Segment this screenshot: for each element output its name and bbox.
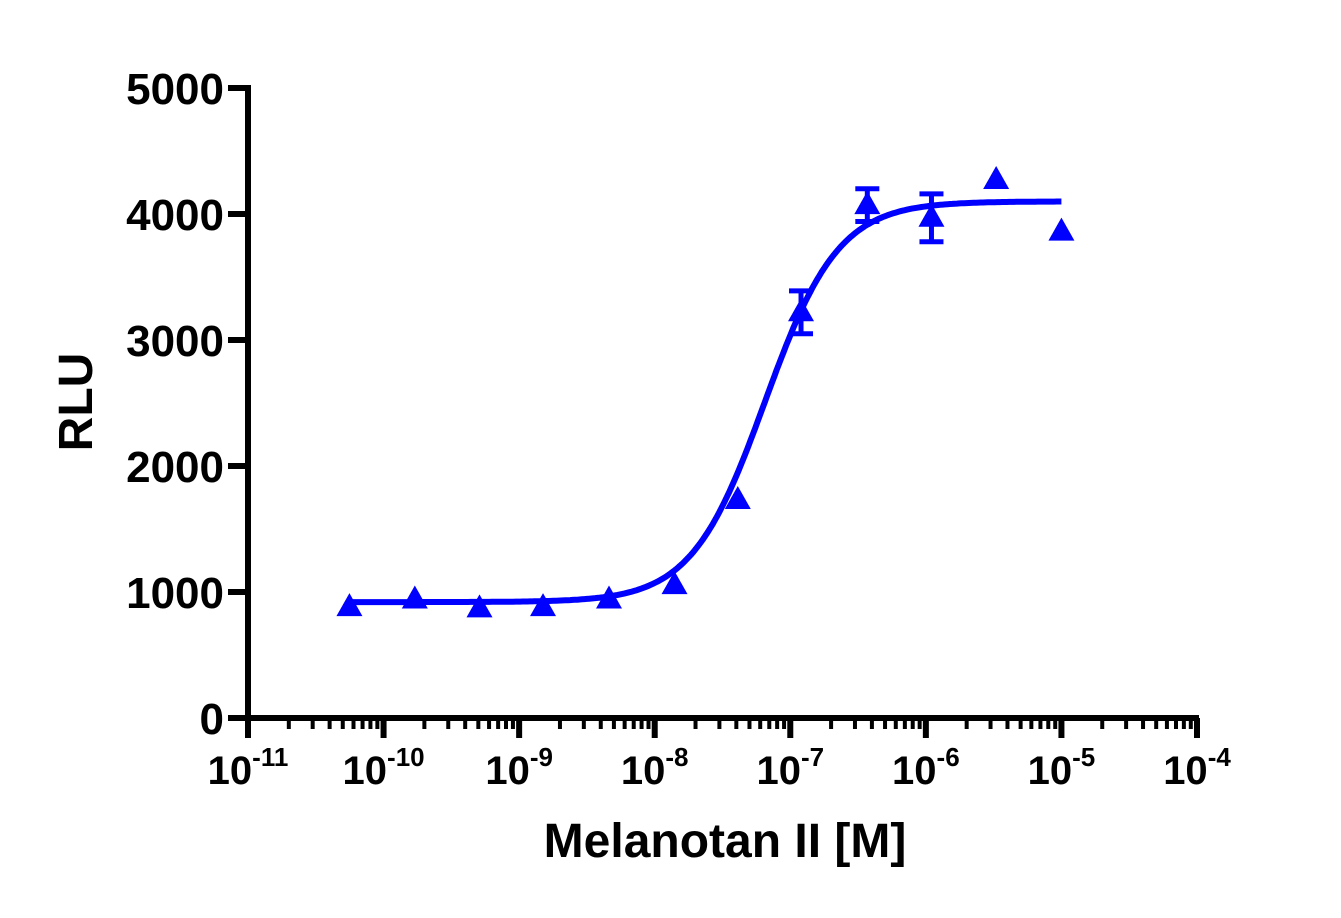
x-tick-label: 10-10	[343, 742, 425, 793]
data-point	[788, 298, 815, 322]
data-point	[466, 594, 493, 618]
x-tick-label: 10-7	[756, 742, 824, 793]
y-tick-label: 1000	[126, 569, 224, 618]
x-tick-label: 10-11	[208, 742, 289, 793]
data-point	[530, 593, 557, 617]
y-tick-label: 4000	[126, 191, 224, 240]
data-point	[918, 203, 945, 227]
x-axis-label: Melanotan II [M]	[544, 815, 907, 868]
data-point	[724, 486, 751, 510]
y-tick-label: 0	[200, 695, 224, 744]
data-point	[854, 191, 881, 215]
y-tick-label: 5000	[126, 65, 224, 114]
data-point	[1048, 217, 1075, 241]
data-point	[661, 571, 688, 595]
data-point	[336, 593, 363, 617]
x-tick-label: 10-9	[485, 742, 553, 793]
x-tick-label: 10-5	[1028, 742, 1096, 793]
y-axis-label: RLU	[50, 353, 103, 452]
y-tick-label: 3000	[126, 317, 224, 366]
x-tick-label: 10-6	[892, 742, 960, 793]
x-tick-label: 10-4	[1163, 742, 1231, 793]
fit-curve	[349, 198, 1062, 606]
data-point	[401, 585, 428, 609]
data-point	[595, 585, 622, 609]
data-point	[983, 165, 1010, 189]
x-tick-label: 10-8	[621, 742, 689, 793]
y-tick-label: 2000	[126, 443, 224, 492]
